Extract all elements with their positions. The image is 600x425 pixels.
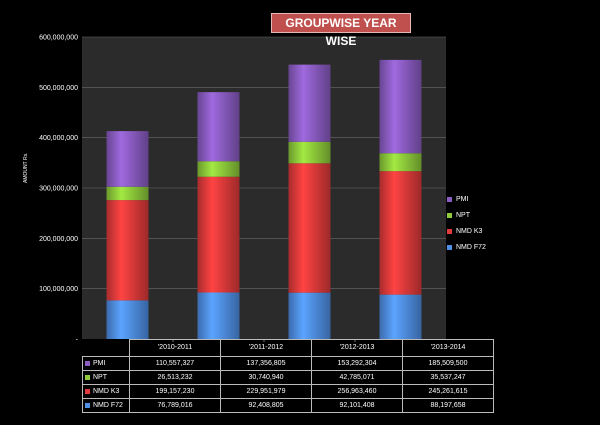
legend-swatch [447, 212, 452, 218]
x-tick-label: '2010-2011 [129, 339, 221, 357]
data-label: 256,963,460 [311, 384, 403, 399]
bar-nmd-f72 [379, 294, 422, 339]
x-tick-label: '2012-2013 [311, 339, 403, 357]
data-table: '2010-2011'2011-2012'2012-2013'2013-2014… [82, 339, 494, 413]
table-series-label: NMD F72 [82, 398, 130, 413]
data-label: 245,261,615 [402, 384, 494, 399]
chart-title: GROUPWISE YEAR WISE [271, 13, 411, 48]
table-header-row: '2010-2011'2011-2012'2012-2013'2013-2014 [82, 339, 494, 357]
table-series-name: NPT [93, 374, 107, 381]
bar-npt [106, 186, 149, 201]
table-row: NPT 26,513,232 30,740,940 42,785,071 35,537,… [82, 370, 494, 385]
table-row: NMD K3 199,157,230 229,951,979 256,963,460 2… [82, 384, 494, 399]
data-label: 26,513,232 [129, 370, 221, 385]
data-label: 42,785,071 [311, 370, 403, 385]
data-label: 35,537,247 [402, 370, 494, 385]
table-swatch [85, 388, 90, 394]
data-label: 30,740,940 [220, 370, 312, 385]
y-tick-label: 100,000,000 [39, 286, 78, 293]
table-series-label: NMD K3 [82, 384, 130, 399]
legend-swatch [447, 244, 452, 250]
bar-nmd-f72 [288, 292, 331, 339]
y-tick-label: 500,000,000 [39, 85, 78, 92]
y-axis-label: AMOUNT Rs. [23, 152, 29, 183]
table-series-label: PMI [82, 356, 130, 371]
table-swatch [85, 402, 90, 408]
y-tick-label: 300,000,000 [39, 186, 78, 193]
legend-label: NPT [456, 212, 470, 219]
legend-label: NMD K3 [456, 228, 483, 235]
table-row: PMI 110,557,327 137,356,805 153,292,304 185,… [82, 356, 494, 371]
bar-nmd-f72 [106, 300, 149, 339]
data-label: 92,101,408 [311, 398, 403, 413]
y-tick-label: - [76, 337, 79, 344]
x-tick-label: '2011-2012 [220, 339, 312, 357]
table-series-name: NMD K3 [93, 388, 120, 395]
legend-item: NMD K3 [447, 227, 482, 237]
data-label: 110,557,327 [129, 356, 221, 371]
data-label: 153,292,304 [311, 356, 403, 371]
bar-nmd-f72 [197, 292, 240, 339]
y-tick-label: 600,000,000 [39, 35, 78, 42]
legend-swatch [447, 196, 452, 202]
legend-swatch [447, 228, 452, 234]
x-tick-label: '2013-2014 [402, 339, 494, 357]
table-series-label: NPT [82, 370, 130, 385]
legend-item: NPT [447, 211, 470, 221]
bar-npt [379, 153, 422, 172]
table-row: NMD F72 76,789,016 92,408,805 92,101,408 88,… [82, 398, 494, 413]
table-series-name: NMD F72 [93, 402, 123, 409]
bar-nmd-k3 [106, 200, 149, 301]
y-tick-label: 200,000,000 [39, 236, 78, 243]
data-label: 229,951,979 [220, 384, 312, 399]
bar-nmd-k3 [197, 176, 240, 293]
bar-pmi [379, 59, 422, 154]
bar-nmd-k3 [379, 171, 422, 295]
y-tick-label: 400,000,000 [39, 135, 78, 142]
data-label: 92,408,805 [220, 398, 312, 413]
legend-item: NMD F72 [447, 243, 486, 253]
table-swatch [85, 374, 90, 380]
bar-pmi [106, 131, 149, 187]
bar-pmi [288, 64, 331, 142]
data-label: 199,157,230 [129, 384, 221, 399]
bar-pmi [197, 92, 240, 162]
data-label: 76,789,016 [129, 398, 221, 413]
legend-item: PMI [447, 195, 468, 205]
bar-nmd-k3 [288, 163, 331, 293]
legend-label: PMI [456, 196, 469, 203]
table-series-name: PMI [93, 360, 106, 367]
data-label: 88,197,658 [402, 398, 494, 413]
data-label: 185,509,500 [402, 356, 494, 371]
data-label: 137,356,805 [220, 356, 312, 371]
bar-npt [197, 161, 240, 177]
table-swatch [85, 360, 90, 366]
bar-npt [288, 141, 331, 164]
table-corner [82, 339, 130, 357]
legend-label: NMD F72 [456, 244, 486, 251]
